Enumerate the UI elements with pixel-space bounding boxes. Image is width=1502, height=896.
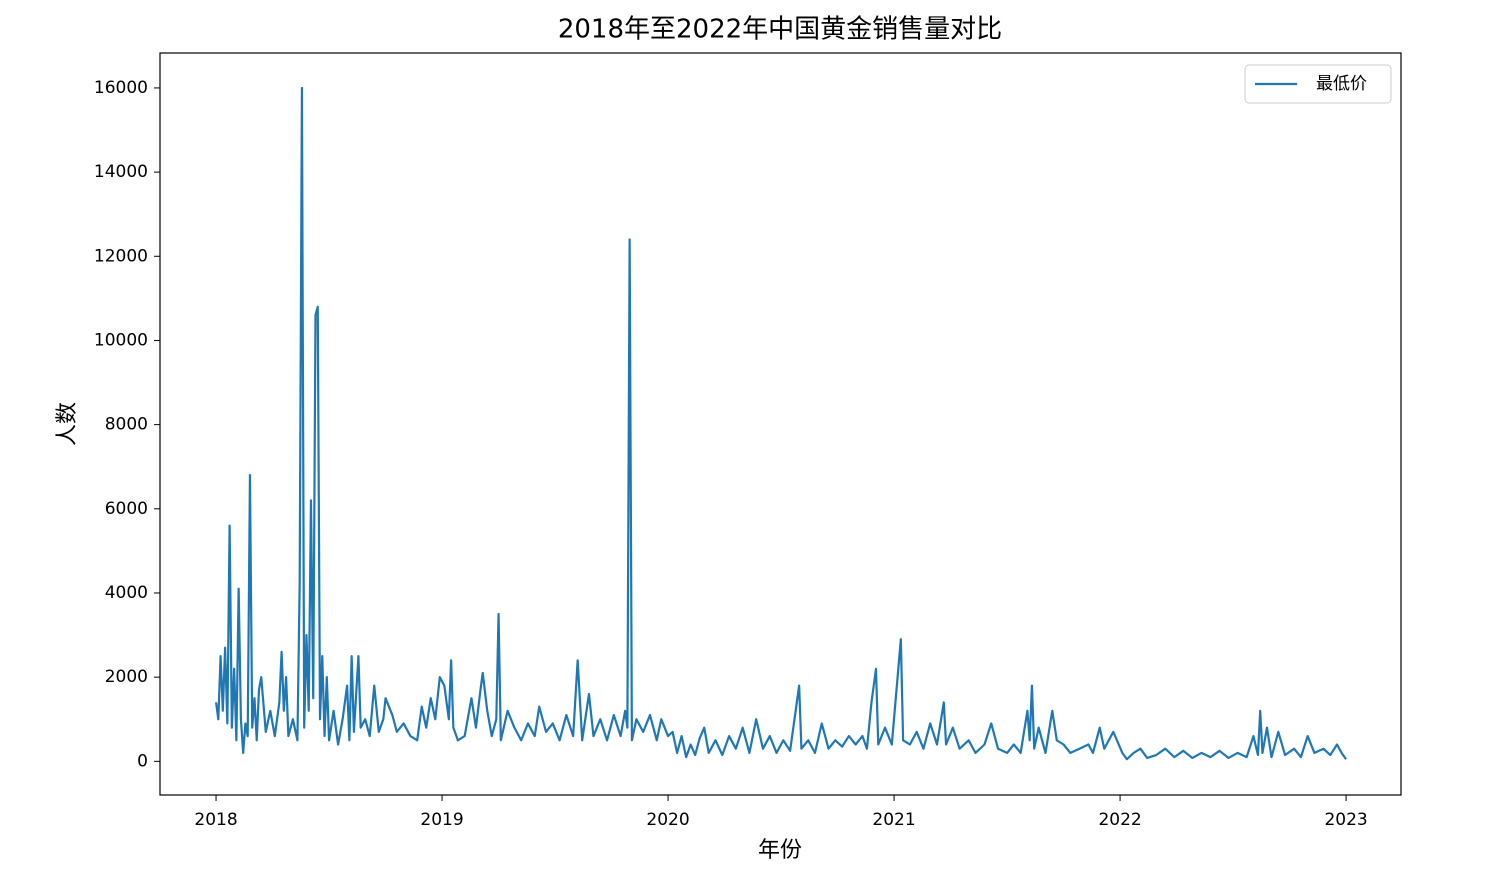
y-tick-label: 2000 [105, 667, 148, 687]
y-axis-label: 人数 [55, 402, 80, 446]
y-tick-label: 8000 [105, 415, 148, 435]
x-axis-label: 年份 [758, 838, 802, 863]
y-tick-label: 10000 [94, 330, 148, 350]
y-tick-label: 0 [137, 751, 148, 771]
y-tick-label: 16000 [94, 78, 148, 98]
y-tick-label: 12000 [94, 246, 148, 266]
chart-title: 2018年至2022年中国黄金销售量对比 [558, 15, 1002, 45]
x-tick-label: 2023 [1324, 810, 1367, 830]
y-tick-label: 4000 [105, 583, 148, 603]
y-tick-label: 6000 [105, 499, 148, 519]
legend-label: 最低价 [1316, 74, 1367, 94]
x-tick-label: 2019 [420, 810, 463, 830]
plot-frame [159, 52, 1402, 796]
x-tick-label: 2020 [646, 810, 689, 830]
x-tick-label: 2018 [194, 810, 237, 830]
x-tick-label: 2021 [872, 810, 915, 830]
y-tick-label: 14000 [94, 162, 148, 182]
data-line [214, 86, 1347, 761]
x-tick-label: 2022 [1098, 810, 1141, 830]
legend-box [1244, 64, 1392, 104]
